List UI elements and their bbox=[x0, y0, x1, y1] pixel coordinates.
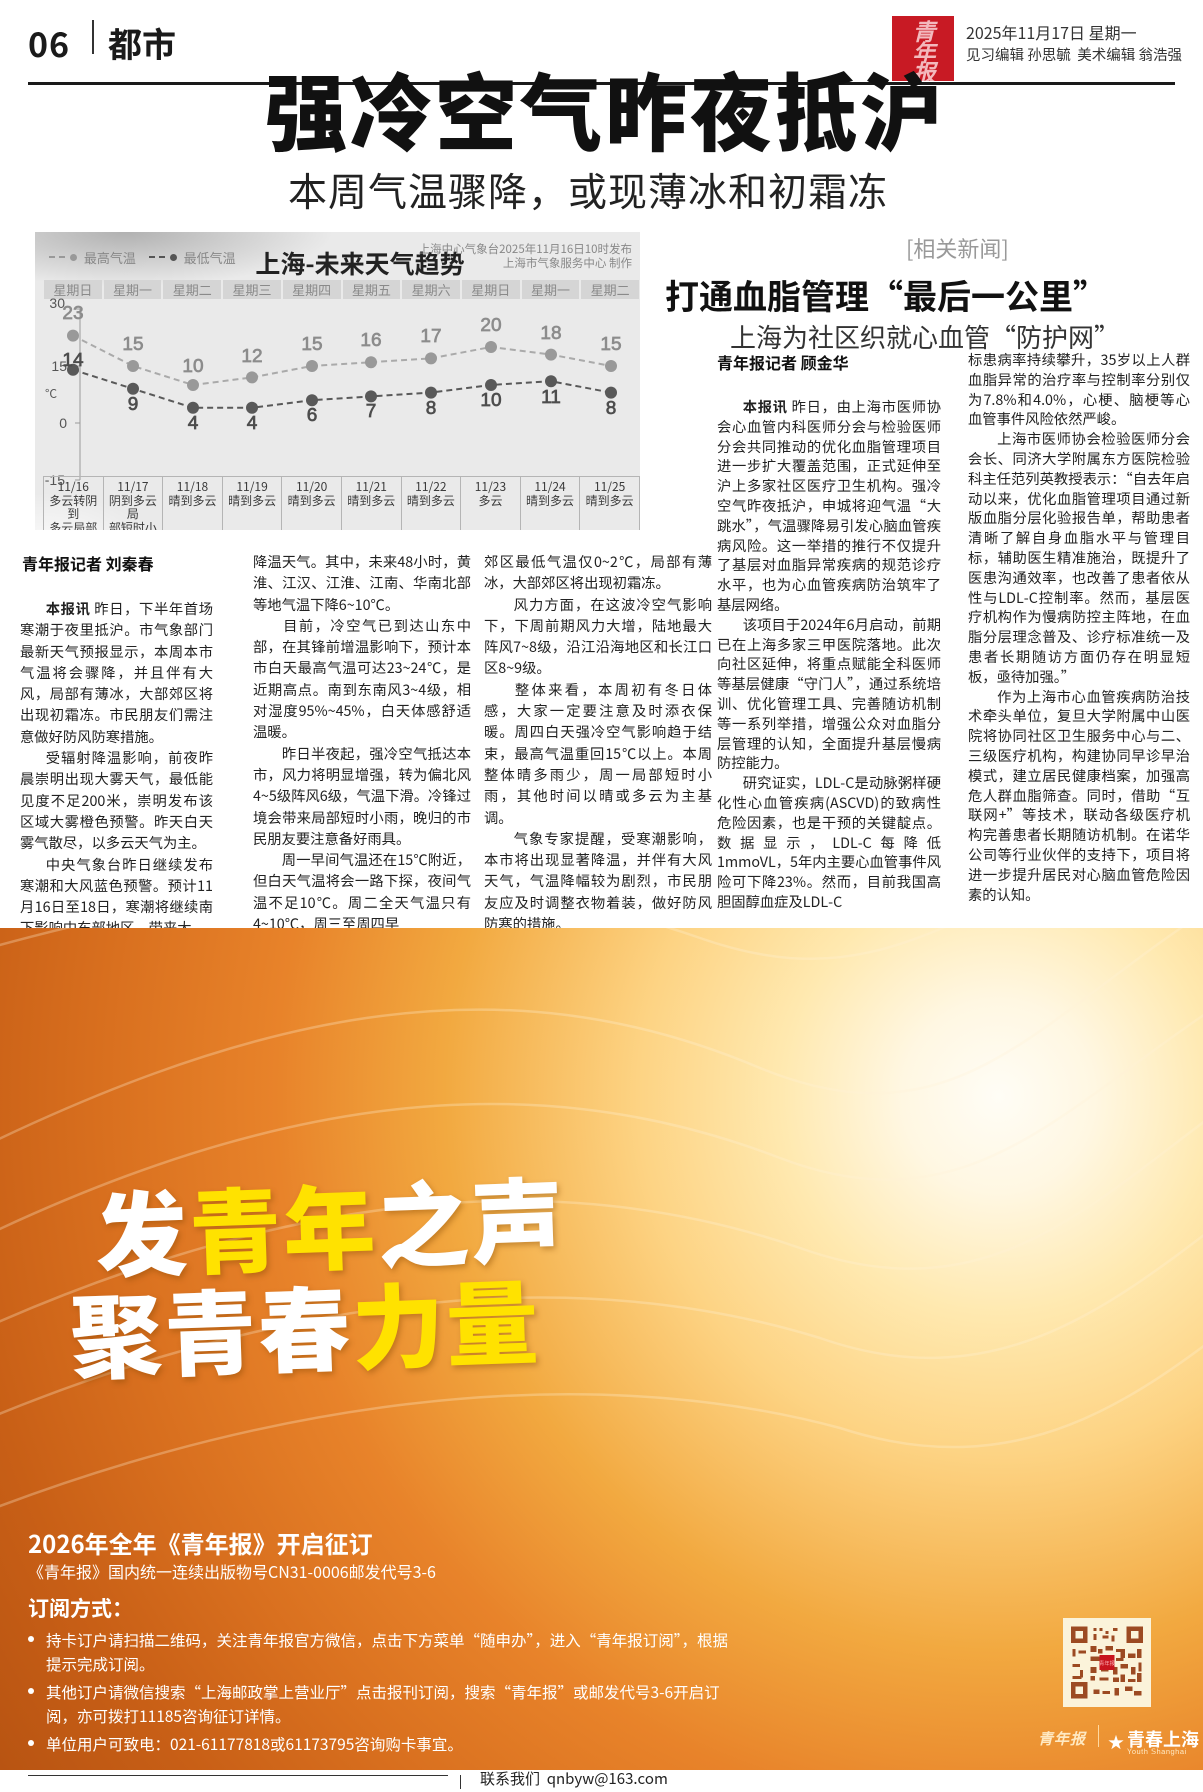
svg-text:15: 15 bbox=[122, 334, 144, 355]
svg-text:15: 15 bbox=[600, 334, 622, 355]
svg-text:18: 18 bbox=[540, 323, 562, 344]
svg-text:9: 9 bbox=[128, 394, 139, 415]
svg-text:16: 16 bbox=[360, 330, 382, 351]
svg-text:0: 0 bbox=[59, 415, 67, 431]
svg-text:20: 20 bbox=[480, 315, 502, 336]
svg-text:10: 10 bbox=[480, 390, 502, 411]
svg-text:°C: °C bbox=[45, 385, 57, 402]
svg-text:23: 23 bbox=[62, 303, 84, 324]
svg-text:6: 6 bbox=[307, 405, 318, 426]
svg-text:8: 8 bbox=[606, 398, 617, 419]
svg-text:7: 7 bbox=[366, 401, 377, 422]
svg-text:17: 17 bbox=[420, 326, 441, 347]
svg-text:8: 8 bbox=[426, 398, 437, 419]
svg-text:12: 12 bbox=[241, 346, 262, 367]
svg-text:11: 11 bbox=[541, 387, 561, 408]
svg-text:4: 4 bbox=[247, 413, 258, 434]
svg-text:15: 15 bbox=[301, 334, 323, 355]
svg-text:10: 10 bbox=[182, 356, 204, 377]
svg-text:4: 4 bbox=[188, 413, 199, 434]
svg-text:14: 14 bbox=[62, 350, 84, 371]
